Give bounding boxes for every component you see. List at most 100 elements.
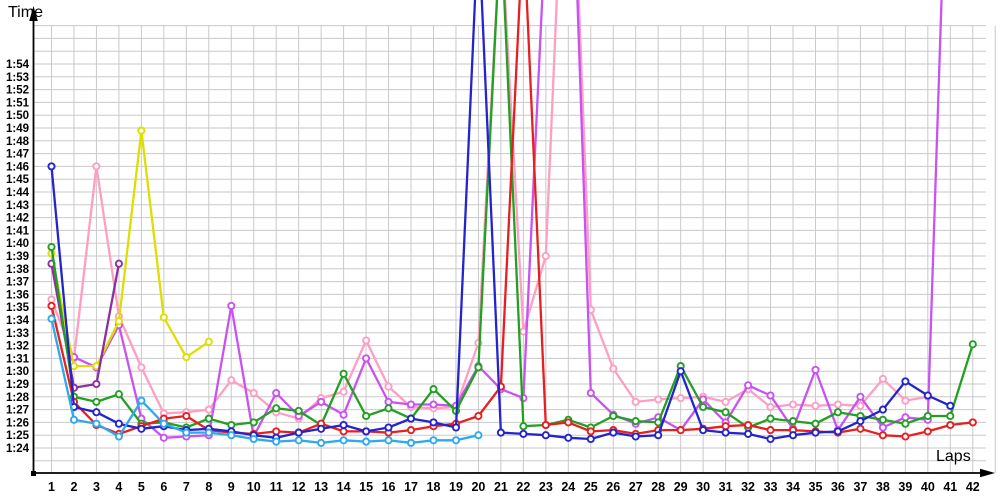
data-point-green	[766, 414, 775, 423]
data-point-pink	[384, 382, 393, 391]
data-point-purple	[92, 379, 101, 389]
data-point-pink	[901, 396, 910, 405]
y-tick-label: 1:47	[6, 149, 29, 161]
y-tick-label: 1:39	[6, 251, 29, 263]
x-tick-label: 3	[93, 480, 100, 494]
x-tick-label: 18	[427, 480, 441, 494]
x-tick-label: 29	[674, 480, 688, 494]
y-tick-label: 1:26	[6, 417, 29, 429]
data-point-pink	[92, 162, 101, 171]
data-point-pink	[631, 397, 640, 406]
data-point-pink	[339, 387, 348, 396]
series-violet	[69, 0, 943, 442]
data-point-violet	[901, 413, 910, 422]
x-tick-label: 41	[943, 480, 957, 494]
data-point-red	[946, 420, 955, 430]
x-tick-label: 32	[741, 480, 755, 494]
data-point-dark-blue	[923, 391, 932, 400]
data-point-pink	[362, 336, 371, 345]
data-point-dark-blue	[496, 428, 505, 437]
x-tick-label: 17	[404, 480, 418, 494]
data-point-light-blue	[317, 438, 326, 447]
y-tick-label: 1:54	[6, 59, 30, 71]
x-tick-label: 24	[561, 480, 575, 494]
x-tick-label: 26	[606, 480, 620, 494]
data-point-violet	[586, 388, 595, 398]
y-tick-label: 1:37	[6, 277, 29, 289]
data-point-dark-blue	[744, 429, 753, 438]
data-point-violet	[429, 400, 438, 409]
x-tick-label: 10	[247, 480, 261, 494]
data-point-yellow	[137, 126, 146, 135]
data-point-red	[47, 301, 56, 310]
data-point-dark-blue	[654, 431, 663, 440]
series-light-blue	[47, 314, 483, 447]
data-point-dark-blue	[766, 434, 775, 444]
data-point-pink	[654, 395, 663, 404]
data-point-dark-blue	[699, 426, 708, 435]
data-point-yellow	[69, 362, 79, 371]
x-tick-label: 40	[921, 480, 935, 494]
y-tick-labels: 1:241:251:261:271:281:291:301:311:321:33…	[6, 59, 30, 455]
data-point-green	[249, 418, 258, 427]
x-tick-label: 6	[160, 480, 167, 494]
y-tick-label: 1:32	[6, 341, 29, 353]
x-tick-label: 33	[764, 480, 778, 494]
data-point-pink	[541, 251, 550, 261]
data-point-green	[631, 417, 640, 426]
data-point-yellow	[159, 313, 168, 322]
data-point-dark-blue	[451, 423, 461, 432]
data-point-dark-blue	[788, 431, 798, 440]
data-point-light-blue	[474, 431, 483, 440]
x-tick-label: 42	[966, 480, 980, 494]
data-point-red	[923, 427, 932, 436]
data-point-red	[856, 424, 865, 433]
data-point-pink	[811, 401, 820, 410]
y-tick-label: 1:25	[6, 430, 30, 442]
data-point-green	[721, 408, 730, 417]
data-point-dark-blue	[833, 427, 842, 436]
data-point-dark-blue	[294, 428, 303, 437]
data-point-violet	[811, 365, 820, 374]
data-point-pink	[249, 388, 258, 398]
y-tick-label: 1:50	[6, 110, 29, 122]
x-tick-label: 25	[584, 480, 598, 494]
data-point-pink	[766, 402, 775, 412]
data-point-dark-blue	[384, 423, 393, 432]
x-tick-label: 21	[494, 480, 508, 494]
x-tick-label: 7	[183, 480, 190, 494]
data-point-dark-blue	[721, 428, 730, 437]
data-point-light-blue	[406, 438, 416, 447]
y-tick-label: 1:34	[6, 315, 30, 327]
data-point-violet	[878, 423, 887, 432]
data-point-dark-blue	[114, 419, 123, 428]
y-tick-label: 1:51	[6, 97, 30, 109]
data-point-pink	[609, 364, 618, 373]
data-point-dark-blue	[878, 405, 887, 414]
x-axis-title: Laps	[936, 448, 971, 465]
data-point-dark-blue	[137, 424, 146, 433]
data-point-violet	[384, 397, 393, 406]
data-point-green	[609, 411, 618, 421]
x-tick-label: 31	[719, 480, 733, 494]
data-point-light-blue	[339, 436, 348, 445]
y-tick-label: 1:53	[6, 72, 29, 84]
data-point-pink	[721, 397, 730, 406]
data-point-green	[384, 404, 393, 413]
data-point-light-blue	[182, 428, 191, 437]
data-point-dark-blue	[856, 417, 865, 426]
data-point-green	[654, 418, 663, 427]
data-point-pink	[788, 400, 798, 409]
data-point-green	[47, 242, 56, 252]
x-tick-label: 20	[471, 480, 485, 494]
grid	[33, 25, 996, 473]
data-point-dark-blue	[946, 401, 955, 410]
data-point-dark-blue	[362, 427, 371, 436]
y-tick-label: 1:52	[6, 85, 29, 97]
data-point-green	[294, 406, 303, 415]
x-tick-label: 14	[337, 480, 351, 494]
x-tick-label: 4	[115, 480, 122, 494]
y-tick-label: 1:42	[6, 213, 29, 225]
data-point-red	[564, 418, 573, 427]
